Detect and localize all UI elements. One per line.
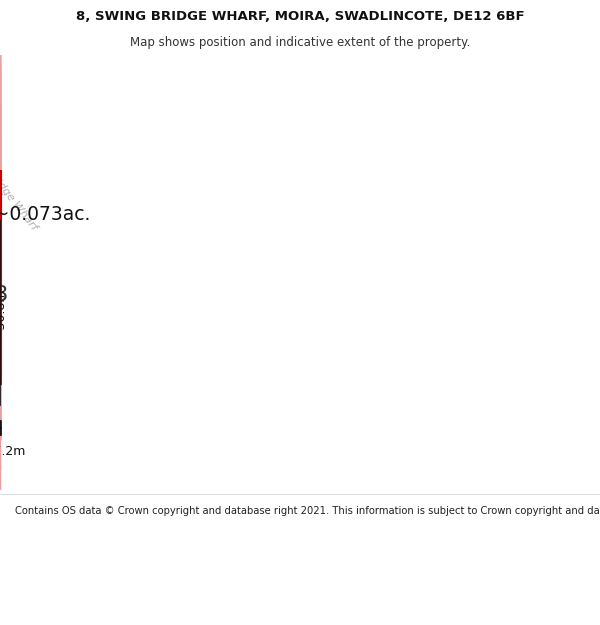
Text: ~297m²/~0.073ac.: ~297m²/~0.073ac. xyxy=(0,206,91,224)
Text: ~30.8m: ~30.8m xyxy=(0,288,7,338)
Text: 8: 8 xyxy=(0,285,8,305)
Text: ~27.2m: ~27.2m xyxy=(0,446,26,458)
Text: 8, SWING BRIDGE WHARF, MOIRA, SWADLINCOTE, DE12 6BF: 8, SWING BRIDGE WHARF, MOIRA, SWADLINCOT… xyxy=(76,10,524,23)
Text: Swing Bridge Wharf: Swing Bridge Wharf xyxy=(0,138,38,232)
Text: Contains OS data © Crown copyright and database right 2021. This information is : Contains OS data © Crown copyright and d… xyxy=(15,506,600,516)
Text: Map shows position and indicative extent of the property.: Map shows position and indicative extent… xyxy=(130,36,470,49)
